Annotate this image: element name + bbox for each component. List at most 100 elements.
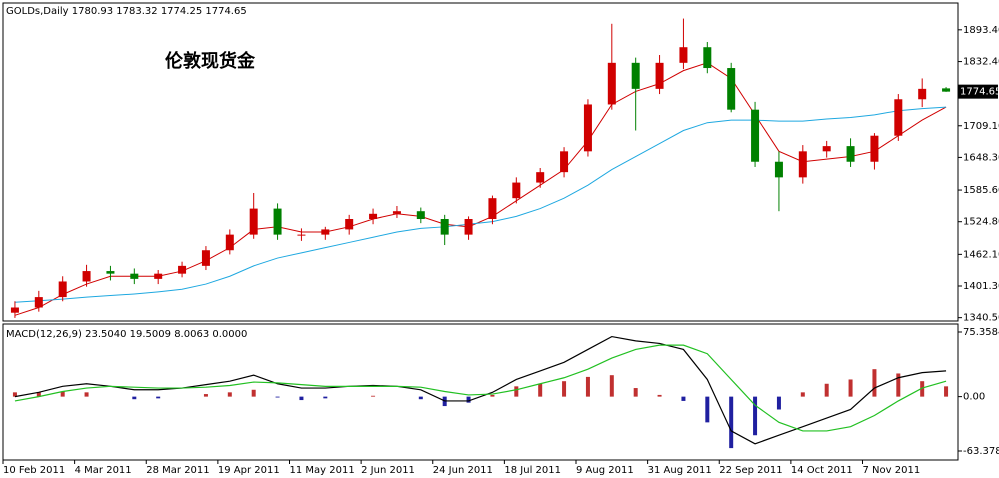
histogram-bar xyxy=(538,383,543,397)
y-tick-label: -63.3781 xyxy=(963,446,999,457)
histogram-bar xyxy=(156,396,161,399)
candle-body xyxy=(273,208,282,235)
candle-body xyxy=(369,213,378,220)
candle-body xyxy=(345,219,354,230)
candle-body xyxy=(536,172,545,183)
macd-line xyxy=(14,335,947,445)
histogram-bar xyxy=(227,392,232,397)
candle-body xyxy=(894,99,903,136)
candle-body xyxy=(82,271,91,282)
candle-body xyxy=(58,281,67,298)
symbol-header: GOLDs,Daily 1780.93 1783.32 1774.25 1774… xyxy=(6,6,247,17)
candle-body xyxy=(703,47,712,69)
candle-body xyxy=(154,273,163,279)
candle-body xyxy=(249,208,258,235)
x-tick-label: 18 Jul 2011 xyxy=(504,465,561,476)
x-tick-label: 19 Apr 2011 xyxy=(218,465,280,476)
x-tick-label: 28 Mar 2011 xyxy=(146,465,209,476)
candle-body xyxy=(106,271,115,274)
y-tick-label: 1648.30 xyxy=(963,152,999,163)
last-price-box xyxy=(958,84,998,99)
candle-body xyxy=(655,62,664,89)
histogram-bar xyxy=(824,383,829,397)
moving-average xyxy=(14,106,947,303)
histogram-bar xyxy=(12,392,17,397)
histogram-bar xyxy=(776,396,781,410)
histogram-bar xyxy=(657,394,662,397)
y-tick-label: 75.3584 xyxy=(963,327,999,338)
x-tick-label: 7 Nov 2011 xyxy=(863,465,921,476)
x-tick-label: 11 May 2011 xyxy=(290,465,355,476)
candle-body xyxy=(130,273,139,279)
histogram-bar xyxy=(84,392,89,397)
histogram-bar xyxy=(848,379,853,397)
histogram-bar xyxy=(132,396,137,400)
histogram-bar xyxy=(944,386,949,397)
candle-body xyxy=(607,62,616,105)
x-tick-label: 31 Aug 2011 xyxy=(648,465,712,476)
candle-body xyxy=(631,62,640,89)
histogram-bar xyxy=(896,373,901,397)
candle-body xyxy=(560,151,569,173)
candle-body xyxy=(392,211,401,214)
moving-average xyxy=(14,62,947,316)
x-tick-label: 9 Aug 2011 xyxy=(576,465,634,476)
histogram-bar xyxy=(609,375,614,397)
histogram-bar xyxy=(275,396,280,398)
candle-body xyxy=(464,219,473,235)
histogram-bar xyxy=(418,396,423,400)
y-tick-label: 1524.80 xyxy=(963,217,999,228)
x-tick-label: 24 Jun 2011 xyxy=(433,465,493,476)
histogram-bar xyxy=(299,396,304,401)
histogram-bar xyxy=(920,381,925,397)
y-tick-label: 1462.10 xyxy=(963,249,999,260)
macd-header: MACD(12,26,9) 23.5040 19.5009 8.0063 0.0… xyxy=(6,329,247,340)
y-tick-label: 1585.60 xyxy=(963,185,999,196)
y-tick-label: 0.00 xyxy=(963,392,985,403)
macd-panel xyxy=(2,323,959,461)
histogram-bar xyxy=(514,386,519,397)
candle-body xyxy=(822,146,831,152)
y-tick-label: 1401.30 xyxy=(963,281,999,292)
last-price-label: 1774.65 xyxy=(960,87,999,98)
histogram-bar xyxy=(800,392,805,397)
candle-body xyxy=(297,234,306,236)
candle-body xyxy=(34,297,43,308)
candle-body xyxy=(918,88,927,100)
chart-title: 伦敦现货金 xyxy=(165,50,256,72)
histogram-bar xyxy=(753,396,758,436)
x-tick-label: 2 Jun 2011 xyxy=(361,465,415,476)
histogram-bar xyxy=(251,389,256,397)
y-tick-label: 1832.40 xyxy=(963,57,999,68)
histogram-bar xyxy=(466,396,471,403)
candle-body xyxy=(512,182,521,199)
histogram-bar xyxy=(490,394,495,397)
candle-body xyxy=(870,135,879,162)
candle-body xyxy=(321,229,330,235)
y-tick-label: 1709.10 xyxy=(963,121,999,132)
candle-body xyxy=(178,265,187,274)
x-tick-label: 14 Oct 2011 xyxy=(791,465,853,476)
candle-body xyxy=(942,88,951,92)
candle-body xyxy=(679,47,688,63)
x-tick-label: 10 Feb 2011 xyxy=(3,465,65,476)
candle-body xyxy=(774,161,783,178)
main-panel xyxy=(2,2,959,322)
candle-body xyxy=(583,104,592,152)
x-tick-label: 22 Sep 2011 xyxy=(719,465,782,476)
histogram-bar xyxy=(585,376,590,397)
candle-body xyxy=(798,151,807,178)
histogram-bar xyxy=(203,394,208,397)
histogram-bar xyxy=(633,388,638,397)
histogram-bar xyxy=(681,396,686,401)
candle-body xyxy=(10,307,19,313)
y-tick-label: 1893.40 xyxy=(963,25,999,36)
candle-body xyxy=(846,146,855,162)
histogram-bar xyxy=(705,396,710,423)
y-tick-label: 1340.50 xyxy=(963,313,999,324)
x-tick-label: 4 Mar 2011 xyxy=(75,465,132,476)
histogram-bar xyxy=(729,396,734,449)
candle-body xyxy=(201,250,210,266)
